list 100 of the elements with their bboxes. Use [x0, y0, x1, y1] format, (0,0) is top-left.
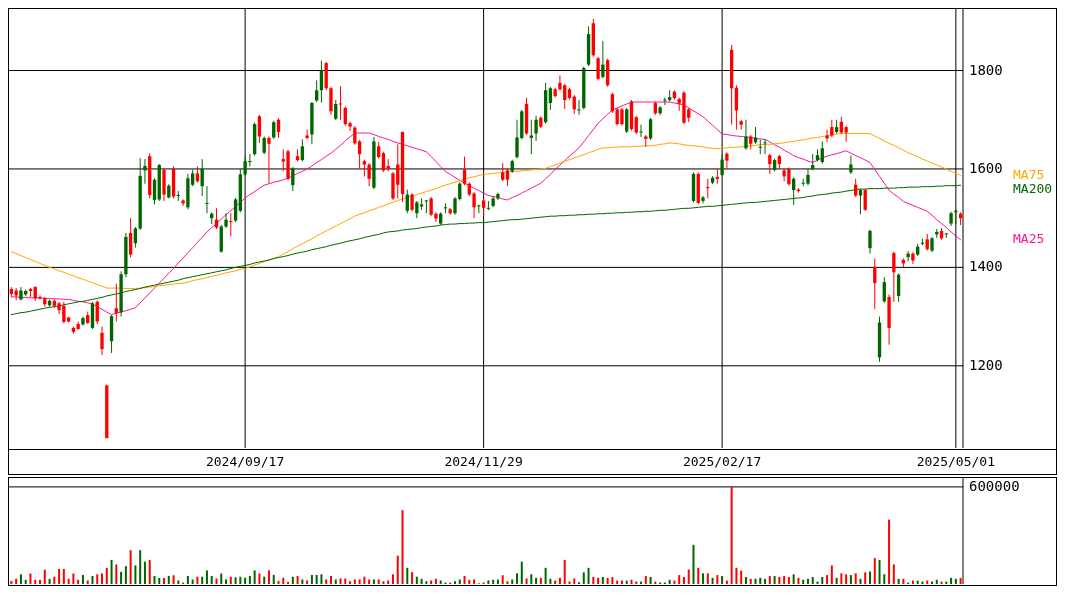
bar	[525, 578, 528, 584]
candlestick	[858, 188, 863, 215]
bar	[854, 573, 857, 584]
y-tick-label: 1400	[969, 258, 1003, 275]
bar	[716, 575, 719, 584]
bar	[692, 544, 695, 584]
candlestick	[725, 151, 729, 170]
bar	[339, 578, 342, 584]
bar	[248, 575, 251, 584]
x-tick-label: 2024/11/29	[444, 454, 523, 469]
bar	[167, 575, 170, 584]
candlestick	[176, 190, 180, 202]
bar	[473, 579, 476, 584]
bar	[29, 573, 32, 584]
bar	[892, 564, 895, 584]
bar	[454, 581, 456, 584]
bar	[778, 577, 781, 584]
bar	[802, 579, 805, 584]
candlestick	[548, 86, 553, 111]
bar	[749, 578, 752, 584]
candlestick	[911, 251, 915, 265]
bar	[649, 577, 652, 584]
bar	[325, 579, 328, 584]
bar	[329, 575, 332, 584]
bar	[358, 579, 361, 584]
bar	[91, 575, 94, 584]
bar	[15, 578, 18, 584]
bar	[19, 574, 22, 584]
bar	[530, 574, 533, 584]
bar	[783, 576, 786, 584]
bar	[558, 577, 561, 584]
bar	[191, 579, 194, 584]
bar	[163, 578, 166, 584]
bar	[544, 567, 547, 584]
candlestick	[720, 153, 724, 177]
bar	[120, 571, 123, 584]
bar	[77, 579, 80, 584]
bar	[34, 579, 37, 584]
candlestick	[625, 107, 629, 134]
candlestick	[424, 199, 429, 214]
bar	[787, 577, 790, 584]
candlestick	[305, 129, 309, 140]
bar	[735, 567, 738, 584]
bar	[597, 577, 600, 584]
bar	[744, 577, 747, 584]
bar	[129, 550, 132, 584]
bar	[320, 574, 323, 584]
candlestick	[357, 139, 362, 170]
candlestick	[229, 212, 233, 237]
bar	[349, 581, 352, 584]
bar	[711, 577, 714, 584]
candlestick	[763, 138, 767, 155]
y-tick-label: 600000	[969, 477, 1020, 494]
bar	[372, 579, 375, 584]
bar	[101, 573, 104, 584]
bar	[353, 579, 356, 584]
bar	[310, 574, 313, 584]
candlestick	[152, 177, 157, 205]
bar	[826, 575, 829, 584]
bar	[487, 580, 490, 584]
candlestick	[267, 135, 271, 184]
bar	[263, 576, 266, 584]
bar	[740, 570, 743, 584]
candlestick	[844, 125, 848, 143]
candlestick	[501, 162, 505, 182]
candlestick	[768, 153, 772, 175]
bar	[139, 550, 142, 584]
candlestick	[143, 158, 147, 185]
bar	[697, 567, 700, 584]
bar	[830, 565, 833, 584]
bar	[401, 510, 404, 584]
bar	[702, 573, 705, 584]
bar	[539, 577, 542, 584]
bar	[706, 573, 709, 584]
bar	[301, 579, 304, 584]
bar	[873, 558, 876, 584]
bar	[277, 580, 280, 584]
candlestick	[849, 155, 853, 175]
bar	[272, 574, 275, 584]
bar	[110, 559, 113, 584]
bar	[377, 579, 380, 584]
bar	[201, 576, 204, 584]
bar	[282, 577, 285, 584]
bar	[267, 570, 270, 584]
bar	[334, 579, 337, 584]
bar	[535, 577, 538, 584]
bar	[53, 576, 56, 584]
bar	[573, 578, 576, 584]
bar	[434, 578, 437, 584]
bar	[72, 573, 75, 584]
candlestick	[639, 124, 643, 138]
bar	[721, 576, 724, 584]
bar	[225, 579, 228, 584]
bar	[39, 579, 42, 584]
candlestick	[300, 138, 305, 163]
bar	[420, 578, 423, 584]
text: MA200	[1013, 180, 1053, 196]
bar	[954, 578, 957, 584]
bar	[134, 565, 137, 584]
bar	[883, 574, 886, 584]
